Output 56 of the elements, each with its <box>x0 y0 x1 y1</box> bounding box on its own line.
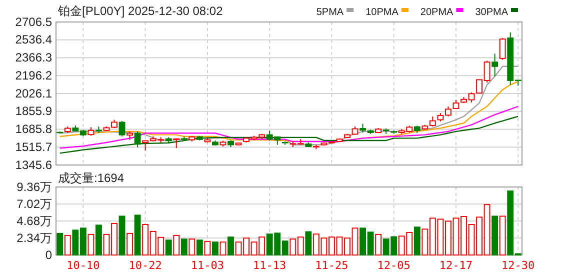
bar <box>165 240 172 256</box>
candlestick <box>118 120 126 137</box>
chart-title: 成交量:1694 <box>58 171 124 185</box>
legend-label: 30PMA <box>475 7 508 18</box>
bar <box>180 238 188 256</box>
bar <box>173 234 180 256</box>
x-tick-label: 11-03 <box>190 258 224 272</box>
y-tick-label: 2536.4 <box>15 32 52 47</box>
y-tick-label: 7.02万 <box>16 196 52 211</box>
chart-title: 铂金[PL00Y] 2025-12-30 08:02 <box>57 4 224 18</box>
x-tick-label: 11-13 <box>253 258 286 272</box>
bar <box>228 236 234 256</box>
x-tick-label: 11-25 <box>315 258 348 272</box>
candlestick <box>499 38 506 60</box>
line-series <box>59 66 519 146</box>
y-tick-label: 2366.3 <box>15 50 52 65</box>
x-tick-label: 12-30 <box>502 258 535 272</box>
bar <box>96 224 102 256</box>
bar <box>196 240 203 256</box>
legend-label: 5PMA <box>316 7 344 18</box>
y-tick-label: 2026.1 <box>15 86 52 100</box>
bar <box>88 234 94 256</box>
y-tick-label: 4.68万 <box>16 214 52 228</box>
bar <box>499 216 506 256</box>
bar <box>204 240 211 256</box>
bar <box>305 231 312 256</box>
bar <box>188 238 196 256</box>
x-tick-label: 12-05 <box>377 258 410 272</box>
bar <box>118 216 126 256</box>
line-series <box>59 116 519 154</box>
candlestick <box>134 130 141 148</box>
y-tick-label: 2196.2 <box>15 68 52 82</box>
bar <box>56 232 64 256</box>
y-tick-label: 1855.9 <box>15 104 52 118</box>
bar <box>414 226 420 256</box>
legend-label: 10PMA <box>366 7 399 18</box>
bar <box>492 216 498 256</box>
bar <box>126 232 133 256</box>
y-tick-label: 2.34万 <box>16 230 52 245</box>
y-tick-label: 1685.8 <box>15 122 52 136</box>
y-tick-label: 9.36万 <box>16 180 52 194</box>
y-tick-label: 1515.7 <box>15 140 52 154</box>
bar <box>375 234 382 256</box>
bar <box>220 242 226 256</box>
y-tick-label: 0 <box>45 248 52 262</box>
bar <box>64 234 71 256</box>
legend-label: 20PMA <box>420 7 454 18</box>
x-tick-label: 10-22 <box>128 258 162 272</box>
x-tick-label: 12-17 <box>439 258 473 272</box>
y-tick-label: 1345.6 <box>15 158 52 172</box>
x-tick-label: 10-10 <box>66 258 100 272</box>
line-series <box>59 106 519 149</box>
bar <box>134 214 141 256</box>
candlestick <box>492 53 498 77</box>
y-tick-label: 2706.5 <box>15 14 52 29</box>
bar <box>212 242 218 256</box>
